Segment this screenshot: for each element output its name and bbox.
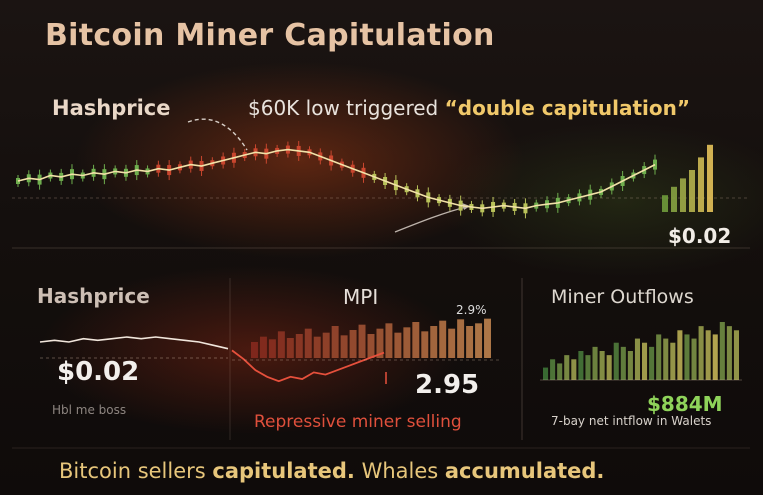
outflows-panel-label: Miner Outflows (551, 286, 694, 308)
outflow-bar (684, 334, 690, 380)
mpi-value: 2.95 (415, 370, 480, 400)
page-title: Bitcoin Miner Capitulation (45, 18, 495, 53)
hashprice-chart-low (39, 336, 229, 359)
footer-part-3: Whales (354, 459, 445, 483)
mpi-bar (259, 336, 267, 358)
mpi-bar (331, 326, 339, 358)
outflow-bar (677, 330, 683, 380)
mpi-bar (448, 328, 456, 358)
top-price-label: $0.02 (668, 224, 732, 248)
outflow-bar (733, 330, 739, 380)
mpi-bar (295, 334, 303, 358)
mpi-bar (286, 338, 294, 358)
outflow-bar (557, 363, 563, 380)
outflow-bar (649, 346, 655, 380)
outflow-bar (642, 342, 648, 380)
outflow-bar (592, 346, 598, 380)
miner-outflows-chart (540, 322, 742, 381)
mpi-bar (251, 342, 258, 358)
mpi-bar (394, 332, 402, 358)
mpi-bar (376, 328, 384, 358)
mpi-bar (268, 339, 276, 358)
hashprice-panel-label: Hashprice (37, 284, 150, 308)
outflow-bar (656, 334, 662, 380)
outflow-bar (599, 351, 605, 380)
hashprice-panel-caption: Hbl me boss (52, 403, 127, 417)
hashprice-bar (671, 186, 677, 212)
mpi-bar (358, 324, 366, 358)
mpi-bar (421, 331, 429, 358)
headline-highlight: “double capitulation” (444, 96, 690, 120)
outflow-bar (634, 338, 640, 380)
top-hashprice-label: Hashprice (52, 96, 171, 120)
outflow-bar (564, 355, 570, 380)
top-headline: $60K low triggered “double capitulation” (248, 96, 690, 120)
outflow-bar (550, 359, 556, 380)
mpi-bar (313, 336, 321, 358)
footer-part-1: Bitcoin sellers (59, 459, 213, 483)
outflow-bar (691, 338, 697, 380)
hashprice-bar (707, 144, 713, 212)
mpi-bar (322, 332, 330, 358)
footer-tagline: Bitcoin sellers capitulated. Whales accu… (59, 459, 604, 483)
outflow-bar (712, 334, 718, 380)
mpi-bar (340, 335, 348, 358)
mpi-line (231, 349, 385, 383)
mpi-bar (475, 323, 483, 358)
headline-prefix: $60K low triggered (248, 96, 445, 120)
mpi-bar (457, 319, 465, 358)
mpi-bar (277, 331, 285, 358)
outflow-bar (606, 355, 612, 380)
mpi-caption: Repressive miner selling (254, 412, 462, 432)
outflow-bar (578, 351, 584, 380)
outflows-value: $884M (647, 392, 723, 416)
outflows-caption: 7-bay net intflow in Walets (551, 414, 712, 428)
mpi-bar (484, 318, 491, 358)
hashprice-bar (680, 178, 686, 212)
mpi-bar (403, 327, 411, 358)
mpi-bar (367, 334, 375, 358)
outflow-bar (670, 342, 676, 380)
mpi-bar (439, 320, 447, 358)
hashprice-low-line (39, 336, 229, 350)
outflow-bar (543, 367, 549, 380)
hashprice-panel-price: $0.02 (57, 357, 140, 387)
outflow-bar (620, 346, 626, 380)
outflow-bar (705, 330, 711, 380)
outflow-bar (719, 322, 725, 380)
mpi-bar (385, 323, 393, 358)
mpi-bar (430, 326, 438, 358)
outflow-bar (698, 326, 704, 380)
footer-part-4: accumulated. (444, 459, 605, 483)
outflow-bar (627, 351, 633, 380)
mpi-bar (304, 328, 312, 358)
outflow-bar (613, 342, 619, 380)
outflow-bar (663, 338, 669, 380)
annotation-arrow-low (394, 205, 471, 233)
mpi-peak-label: 2.9% (456, 303, 487, 317)
hashprice-bar (698, 157, 704, 212)
outflow-bar (571, 359, 577, 380)
footer-part-2: capitulated. (212, 459, 355, 483)
hashprice-bar (689, 170, 695, 212)
hashprice-line (17, 148, 656, 210)
mpi-bar (349, 330, 357, 358)
mpi-bar (412, 322, 420, 358)
hashprice-bar (662, 195, 668, 212)
outflow-bar (585, 355, 591, 380)
mpi-bar (466, 326, 474, 358)
mpi-chart (231, 318, 500, 384)
outflow-bar (726, 326, 732, 380)
hashprice-chart-top (16, 140, 713, 219)
annotation-arrow-top (187, 118, 248, 151)
mpi-panel-label: MPI (343, 285, 379, 309)
